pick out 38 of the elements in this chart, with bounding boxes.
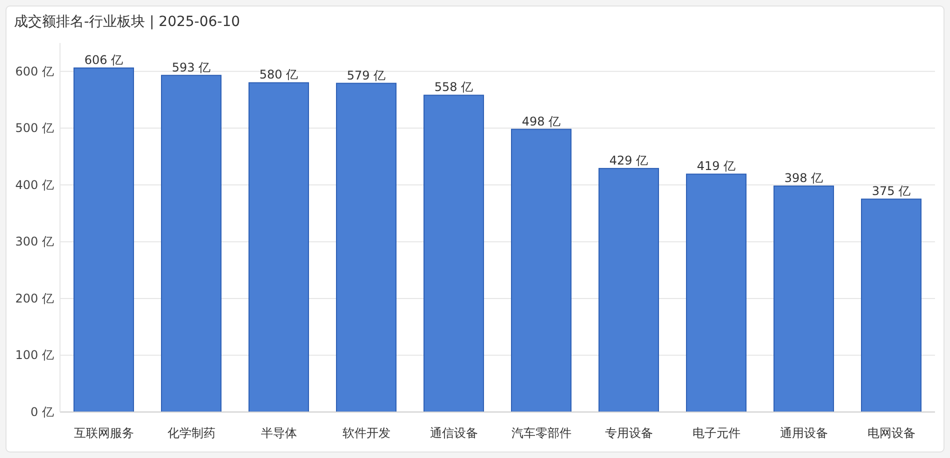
bar (861, 198, 922, 412)
y-tick-label: 400 亿 (15, 178, 54, 192)
chart-title: 成交额排名-行业板块 | 2025-06-10 (14, 14, 240, 30)
x-tick-label: 通用设备 (780, 426, 828, 440)
bar (74, 67, 134, 412)
x-tick-label: 半导体 (260, 426, 297, 440)
bar (161, 74, 222, 412)
data-label: 498 亿 (522, 114, 561, 128)
data-label: 375 亿 (872, 184, 911, 198)
y-tick-label: 200 亿 (15, 291, 54, 306)
data-label: 398 亿 (784, 171, 824, 186)
bar (336, 82, 396, 412)
x-tick-label: 电子元件 (692, 426, 740, 440)
y-tick-label: 100 亿 (15, 348, 54, 362)
bar (774, 186, 834, 412)
y-tick-label: 300 亿 (15, 234, 54, 249)
bar (511, 128, 572, 412)
y-tick-label: 600 亿 (15, 64, 54, 78)
y-tick-label: 500 亿 (15, 121, 54, 136)
data-label: 579 亿 (346, 68, 386, 82)
x-tick-label: 软件开发 (342, 426, 390, 440)
data-label: 580 亿 (259, 68, 298, 82)
y-tick-label: 0 亿 (30, 405, 54, 419)
data-label: 558 亿 (434, 80, 474, 94)
data-label: 429 亿 (609, 153, 648, 168)
x-tick-label: 通信设备 (430, 426, 478, 440)
bar (598, 168, 659, 412)
x-tick-label: 电网设备 (867, 426, 916, 440)
x-tick-label: 汽车零部件 (511, 426, 572, 440)
bar (248, 82, 309, 412)
bar (424, 94, 484, 412)
x-tick-label: 互联网服务 (74, 426, 134, 440)
bar (686, 174, 746, 412)
data-label: 593 亿 (172, 60, 211, 74)
x-tick-label: 专用设备 (604, 426, 653, 440)
data-label: 419 亿 (696, 159, 736, 174)
data-label: 606 亿 (84, 52, 124, 67)
x-tick-label: 化学制药 (167, 426, 216, 440)
